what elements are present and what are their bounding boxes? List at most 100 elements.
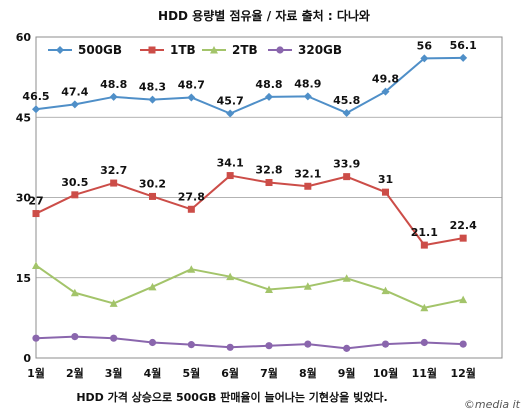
y-tick-label: 45 [16,111,31,124]
data-point-500gb [226,109,235,118]
data-point-2tb [342,274,351,282]
x-tick-label: 9월 [338,366,356,380]
data-label-500gb: 48.3 [139,81,166,94]
series-2tb [32,261,468,312]
data-point-500gb [303,92,312,101]
data-label-500gb: 45.7 [217,95,244,108]
data-label-500gb: 48.8 [255,78,282,91]
legend-item-500gb: 500GB [48,43,122,57]
data-point-2tb [70,288,79,297]
series-320gb [32,333,467,352]
data-point-1tb [304,182,312,190]
x-tick-label: 11월 [412,366,437,380]
series-line-320gb [35,335,464,350]
data-point-320gb [32,334,40,342]
data-point-500gb [148,95,157,104]
legend-item-2tb: 2TB [202,43,258,57]
data-point-500gb [420,54,429,63]
series-group [32,53,468,352]
data-label-1tb: 34.1 [217,157,244,170]
legend-marker-320gb [276,46,284,54]
data-point-500gb [32,105,40,114]
data-point-2tb [381,286,390,295]
data-point-2tb [459,295,468,304]
data-point-500gb [109,92,118,101]
data-point-1tb [265,179,273,187]
data-point-500gb [459,53,468,62]
legend-marker-2tb [210,46,218,54]
data-point-1tb [420,241,428,249]
data-label-1tb: 32.7 [100,164,127,177]
data-point-2tb [148,282,157,291]
data-point-2tb [265,285,273,294]
watermark: ©media it [464,398,521,411]
chart-caption: HDD 가격 상승으로 500GB 판매율이 늘어나는 기현상을 빚었다. [76,390,387,404]
data-point-500gb [381,87,390,96]
x-tick-label: 8월 [299,366,317,380]
legend-label-1tb: 1TB [170,43,196,57]
series-500gb [32,53,468,118]
y-tick-label: 15 [16,272,31,285]
data-point-1tb [110,179,118,187]
data-label-1tb: 21.1 [411,226,438,239]
data-point-1tb [226,172,234,180]
x-tick-label: 6월 [221,366,239,380]
data-label-1tb: 31 [378,173,393,186]
data-label-500gb: 48.8 [100,78,127,91]
data-point-2tb [32,261,40,269]
data-point-320gb [148,338,157,347]
series-line-500gb [35,56,464,115]
gridlines [36,116,502,279]
data-point-1tb [187,205,195,213]
x-tick-label: 1월 [27,366,45,380]
data-label-1tb: 30.5 [61,176,88,189]
data-point-1tb [343,173,351,181]
data-label-500gb: 49.8 [372,73,399,86]
data-point-320gb [459,340,467,348]
legend-item-320gb: 320GB [268,43,342,57]
data-point-2tb [187,265,196,273]
data-point-1tb [149,192,156,200]
data-label-500gb: 45.8 [333,94,360,107]
data-label-500gb: 56.1 [450,39,477,52]
x-tick-label: 3월 [105,366,123,380]
x-tick-label: 4월 [144,366,162,380]
data-point-2tb [109,299,118,307]
series-1tb [32,172,467,249]
data-point-320gb [187,341,195,349]
x-tick-label: 12월 [450,366,475,380]
data-label-1tb: 32.8 [255,164,282,177]
data-label-500gb: 47.4 [61,85,88,98]
legend-item-1tb: 1TB [140,43,196,57]
legend-marker-1tb [148,46,156,54]
x-tick-label: 10월 [373,366,398,380]
legend: 500GB 1TB 2TB 320GB [48,43,342,57]
data-point-320gb [304,340,312,348]
data-labels: 46.5 47.4 48.8 48.3 48.7 45.7 48.8 48.9 45.8 49.8… [22,39,477,239]
x-axis-ticks: 1월 2월 3월 4월 5월 6월 7월 8월 9월 10월 11월 12월 [27,366,476,380]
data-point-320gb [71,333,79,341]
y-tick-label: 0 [23,352,31,365]
series-line-1tb [35,174,464,247]
data-label-500gb: 48.7 [178,78,205,91]
legend-marker-500gb [56,46,64,54]
y-tick-label: 60 [16,31,32,44]
data-point-500gb [265,92,273,101]
data-point-500gb [342,108,351,117]
data-point-1tb [71,191,79,199]
legend-label-2tb: 2TB [232,43,258,57]
data-label-500gb: 46.5 [22,90,49,103]
data-label-1tb: 32.1 [294,167,321,180]
data-point-2tb [226,272,235,281]
data-point-500gb [187,93,196,102]
x-tick-label: 5월 [182,366,200,380]
data-point-320gb [381,340,390,348]
data-point-500gb [70,100,79,109]
data-point-2tb [303,282,312,290]
data-point-1tb [382,188,389,196]
data-label-500gb: 56 [417,39,433,52]
data-point-320gb [265,342,273,350]
series-line-2tb [35,264,464,309]
